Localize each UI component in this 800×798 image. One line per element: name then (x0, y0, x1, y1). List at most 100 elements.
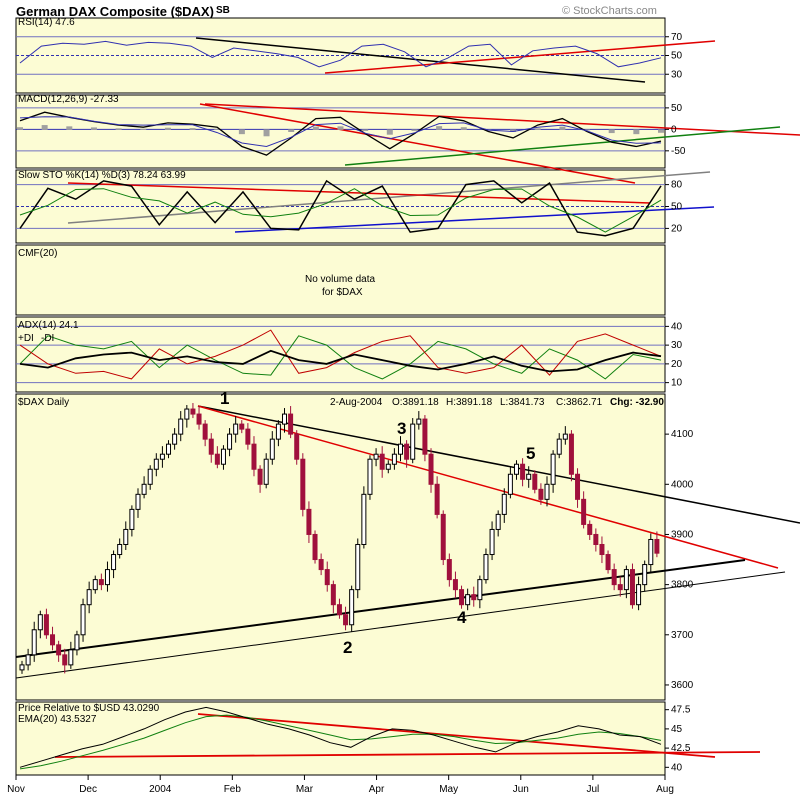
macd-histogram-bar (263, 129, 270, 137)
candle-body (68, 649, 74, 666)
macd-histogram-bar (559, 126, 566, 130)
macd-histogram-bar (66, 126, 73, 130)
watermark: © StockCharts.com (562, 5, 657, 17)
quote-change: Chg: -32.90 (610, 397, 664, 408)
price-panel (15, 393, 666, 701)
candle-body (214, 453, 220, 465)
macd-histogram-bar (17, 127, 23, 130)
candle-body (343, 614, 349, 626)
candle-body (147, 468, 153, 485)
candle-body (239, 423, 245, 430)
price-tick-label: 4000 (671, 479, 694, 490)
candle-body (385, 463, 391, 470)
candle-body (56, 644, 62, 656)
macd-histogram-bar (41, 125, 48, 130)
candle-body (550, 453, 556, 485)
candle-body (434, 483, 440, 515)
relative-base-line (54, 751, 761, 758)
candle-body (31, 629, 37, 656)
rsi-title: RSI(14) 47.6 (18, 17, 75, 28)
candle-body (62, 654, 68, 666)
macd-histogram-bar (633, 129, 640, 135)
price-tick-label: 3800 (671, 580, 694, 591)
candle-body (397, 443, 403, 455)
candle-body (117, 543, 123, 556)
x-axis: Nov Dec 2004 Feb Mar Apr May Jun Jul Aug (7, 775, 674, 795)
x-tick-label: Dec (79, 784, 97, 795)
candle-body (166, 443, 172, 455)
price-tick-label: 4100 (671, 429, 694, 440)
candle-body (220, 448, 226, 465)
rsi-down-trendline (195, 37, 646, 83)
candle-body (172, 433, 178, 445)
cmf-note-line1: No volume data (305, 274, 375, 285)
macd-histogram-bar (534, 128, 541, 130)
candle-body (367, 458, 373, 495)
candle-body (111, 554, 117, 571)
candle-body (544, 483, 550, 500)
macd-histogram-bar (164, 127, 171, 130)
candle-body (599, 543, 605, 556)
relative-tick-label: 42.5 (671, 743, 691, 754)
candle-body (379, 453, 385, 470)
candle-body (520, 463, 526, 480)
rsi-tick-label: 50 (671, 51, 683, 62)
panel-backgrounds (15, 17, 666, 776)
adx-tick-label: 40 (671, 321, 683, 332)
candle-body (98, 579, 104, 586)
candle-body (104, 569, 110, 586)
cmf-panel (15, 244, 666, 316)
candle-body (648, 538, 654, 566)
candle-body (428, 453, 434, 485)
x-tick-label: Feb (224, 784, 242, 795)
price-tick-label: 3700 (671, 630, 694, 641)
relative-title: Price Relative to $USD 43.0290 (18, 703, 160, 714)
macd-histogram-bar (584, 129, 591, 131)
candle-body (251, 443, 257, 470)
candle-body (318, 559, 324, 571)
macd-red-resistance (204, 103, 800, 136)
adx-tick-label: 20 (671, 359, 683, 370)
wave-label-4: 4 (457, 608, 467, 627)
candle-body (80, 604, 86, 636)
candle-body (37, 614, 43, 631)
candle-body (373, 453, 379, 460)
candle-body (135, 493, 141, 510)
quote-close: C:3862.71 (556, 397, 603, 408)
macd-histogram-bar (140, 128, 147, 130)
support-trendline (15, 559, 746, 658)
candle-body (282, 413, 288, 425)
red-resistance-line (197, 405, 779, 569)
plus-di-label: +DI (18, 333, 34, 344)
macd-histogram-bar (460, 127, 467, 130)
wave-label-1: 1 (220, 389, 229, 408)
candle-body (263, 458, 269, 485)
relative-tick-label: 45 (671, 724, 683, 735)
x-tick-label: Jul (586, 784, 599, 795)
candle-body (184, 408, 190, 420)
candle-body (74, 634, 80, 651)
macd-histogram-bar (90, 127, 97, 130)
candle-body (269, 438, 275, 460)
relative-tick-label: 47.5 (671, 705, 691, 716)
exchange-label: SB (216, 5, 230, 16)
candle-body (581, 498, 587, 525)
macd-histogram-bar (337, 126, 344, 130)
x-tick-label: 2004 (149, 784, 172, 795)
candle-body (629, 569, 635, 606)
macd-histogram-bar (214, 128, 221, 130)
sto-k-line (19, 179, 662, 237)
candle-body (587, 523, 593, 535)
wave-label-3: 3 (397, 419, 406, 438)
candle-body (465, 594, 471, 606)
candle-body (538, 488, 544, 500)
candle-body (208, 438, 214, 455)
candle-body (605, 554, 611, 571)
candle-body (245, 428, 251, 445)
macd-histogram-bar (288, 129, 295, 132)
upper-resistance-line (197, 405, 800, 524)
ema-line (19, 714, 662, 770)
candle-body (477, 579, 483, 601)
candle-body (611, 569, 617, 586)
candle-body (355, 543, 361, 591)
